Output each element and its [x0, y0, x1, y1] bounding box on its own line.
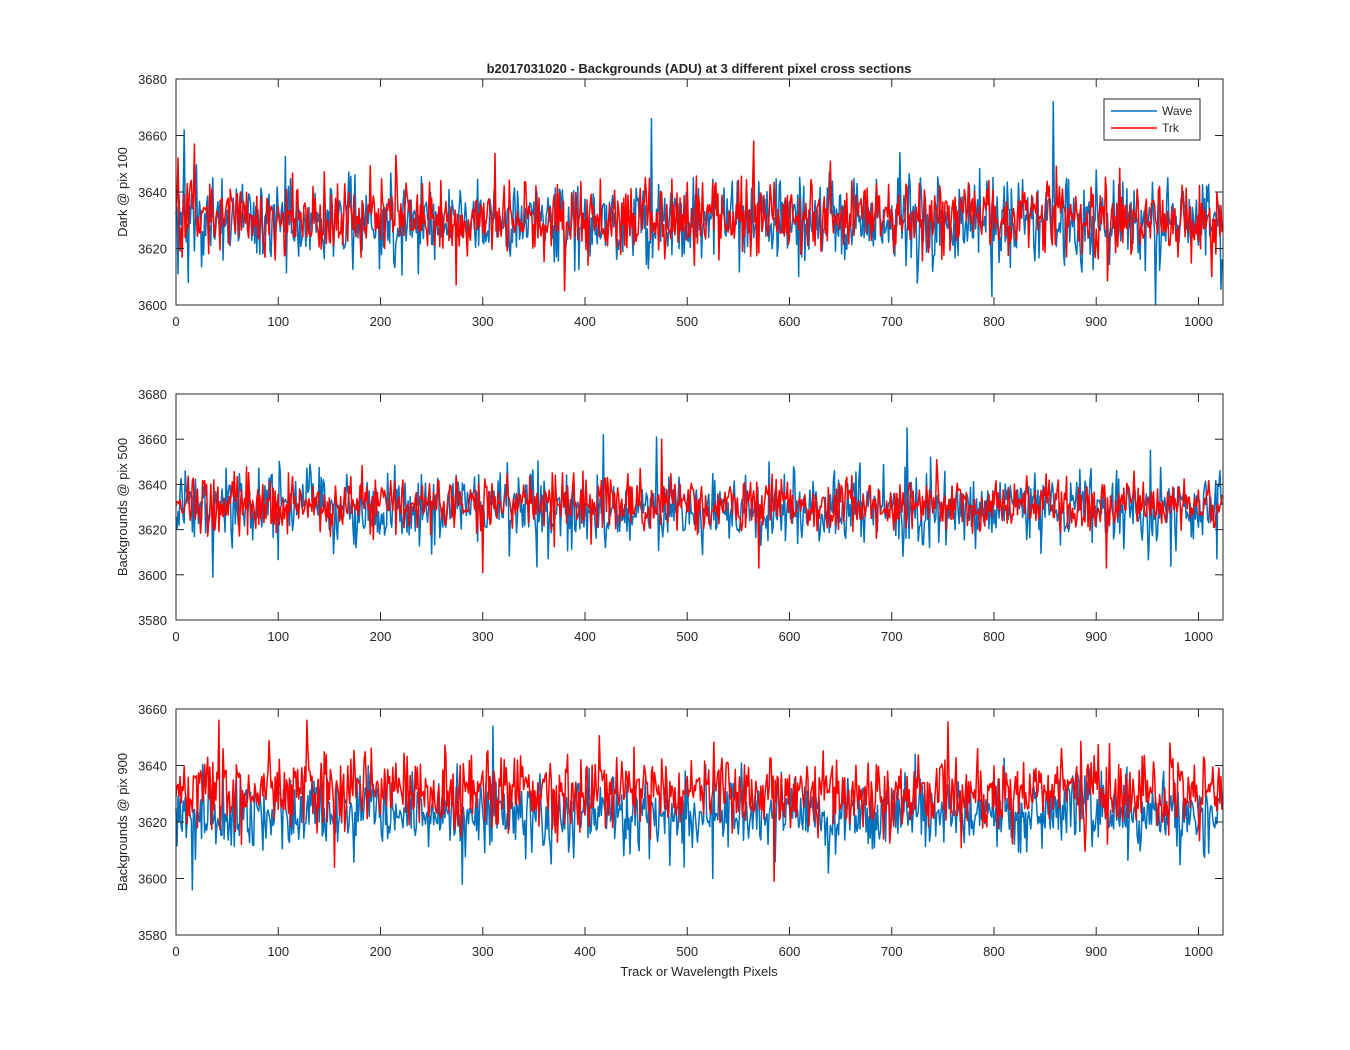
- y-tick-label: 3640: [138, 477, 167, 492]
- x-tick-label: 500: [676, 629, 698, 644]
- legend-box: [1103, 98, 1201, 141]
- panel-3-ticks: 0 100 200 300 400 500 600 700 800 900 1000 3580 3600…: [138, 702, 1223, 959]
- y-tick-label: 3640: [138, 759, 167, 774]
- panel-3-series-layer: [175, 719, 1223, 891]
- x-tick-label: 400: [574, 944, 596, 959]
- x-tick-label: 500: [676, 314, 698, 329]
- y-tick-label: 3620: [138, 242, 167, 257]
- x-tick-label: 1000: [1184, 314, 1213, 329]
- x-tick-label: 400: [574, 629, 596, 644]
- panel-2-axes-box: [175, 393, 1224, 621]
- x-tick-label: 200: [370, 944, 392, 959]
- x-tick-label: 0: [172, 944, 179, 959]
- x-tick-label: 600: [779, 629, 801, 644]
- y-tick-label: 3620: [138, 523, 167, 538]
- y-tick-label: 3580: [138, 613, 167, 628]
- y-tick-label: 3680: [138, 387, 167, 402]
- x-tick-label: 800: [983, 944, 1005, 959]
- y-tick-label: 3680: [138, 72, 167, 87]
- panel-1-ticks: 0 100 200 300 400 500 600 700 800 900 1000 3600 3620…: [138, 72, 1223, 329]
- panel-3: 0 100 200 300 400 500 600 700 800 900 1000 3580 3600…: [115, 702, 1224, 959]
- x-tick-label: 100: [267, 314, 289, 329]
- x-tick-label: 300: [472, 314, 494, 329]
- x-tick-label: 1000: [1184, 629, 1213, 644]
- panel-1: 0 100 200 300 400 500 600 700 800 900 1000 3600 3620…: [115, 72, 1224, 329]
- y-tick-label: 3600: [138, 298, 167, 313]
- x-tick-label: 900: [1085, 944, 1107, 959]
- panel-3-series-wave: [175, 725, 1223, 891]
- x-tick-label: 600: [779, 314, 801, 329]
- x-tick-label: 1000: [1184, 944, 1213, 959]
- panel-1-series-layer: [175, 100, 1223, 306]
- x-tick-label: 300: [472, 944, 494, 959]
- x-tick-label: 600: [779, 944, 801, 959]
- x-tick-label: 100: [267, 629, 289, 644]
- x-tick-label: 0: [172, 314, 179, 329]
- x-tick-label: 900: [1085, 629, 1107, 644]
- x-tick-label: 700: [881, 629, 903, 644]
- y-tick-label: 3640: [138, 185, 167, 200]
- y-tick-label: 3580: [138, 928, 167, 943]
- y-tick-label: 3600: [138, 568, 167, 583]
- panel-3-series-trk: [175, 719, 1223, 883]
- figure-title: b2017031020 - Backgrounds (ADU) at 3 dif…: [487, 61, 912, 76]
- panel-2: 0 100 200 300 400 500 600 700 800 900 1000 3580 3600…: [115, 387, 1224, 644]
- x-tick-label: 700: [881, 944, 903, 959]
- y-tick-label: 3660: [138, 129, 167, 144]
- panel-2-series-layer: [175, 427, 1223, 578]
- panel-2-ticks: 0 100 200 300 400 500 600 700 800 900 1000 3580 3600…: [138, 387, 1223, 644]
- x-tick-label: 100: [267, 944, 289, 959]
- y-tick-label: 3600: [138, 872, 167, 887]
- x-tick-label: 300: [472, 629, 494, 644]
- x-tick-label: 700: [881, 314, 903, 329]
- y-tick-label: 3660: [138, 702, 167, 717]
- legend-label-wave: Wave: [1162, 104, 1193, 118]
- x-tick-label: 800: [983, 314, 1005, 329]
- y-tick-label: 3660: [138, 432, 167, 447]
- panel-1-ylabel: Dark @ pix 100: [115, 147, 130, 237]
- x-tick-label: 400: [574, 314, 596, 329]
- x-tick-label: 500: [676, 944, 698, 959]
- legend-label-trk: Trk: [1162, 121, 1180, 135]
- panel-3-ylabel: Backgrounds @ pix 900: [115, 753, 130, 891]
- y-tick-label: 3620: [138, 815, 167, 830]
- x-tick-label: 200: [370, 314, 392, 329]
- panel-2-series-trk: [175, 438, 1223, 574]
- panel-1-series-trk: [175, 140, 1223, 292]
- panel-2-ylabel: Backgrounds @ pix 500: [115, 438, 130, 576]
- x-tick-label: 0: [172, 629, 179, 644]
- x-tick-label: 800: [983, 629, 1005, 644]
- legend: Wave Trk: [1103, 98, 1201, 141]
- x-tick-label: 900: [1085, 314, 1107, 329]
- x-tick-label: 200: [370, 629, 392, 644]
- x-axis-label: Track or Wavelength Pixels: [620, 964, 778, 979]
